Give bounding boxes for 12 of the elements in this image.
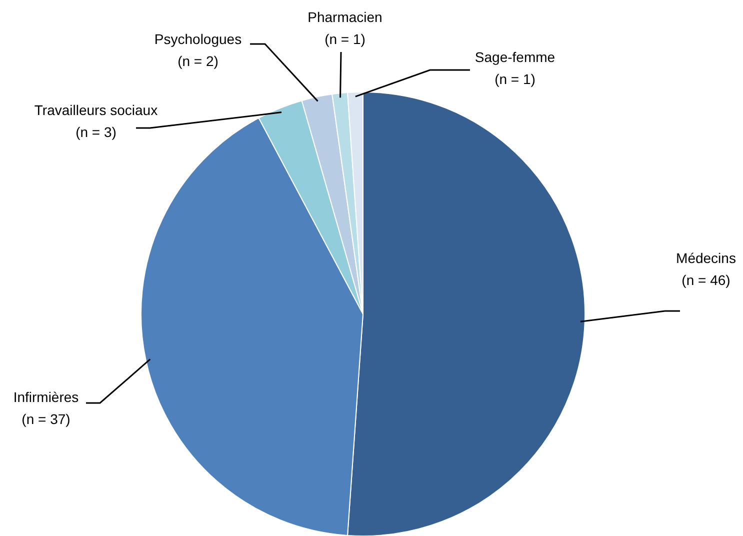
data-label: (n = 46) xyxy=(682,272,730,288)
data-label: (n = 1) xyxy=(324,31,366,47)
slice-label: Sage-femme xyxy=(474,49,556,65)
slice-label: Psychologues xyxy=(154,31,242,47)
data-label: (n = 2) xyxy=(178,53,218,69)
slice-label: Médecins xyxy=(676,250,736,266)
slice-label: Travailleurs sociaux xyxy=(34,102,158,118)
data-label: (n = 37) xyxy=(22,411,70,427)
slice-label: Infirmières xyxy=(13,389,79,405)
slice-label: Pharmacien xyxy=(308,9,382,25)
data-label: (n = 1) xyxy=(494,71,536,87)
data-label: (n = 3) xyxy=(76,124,116,140)
